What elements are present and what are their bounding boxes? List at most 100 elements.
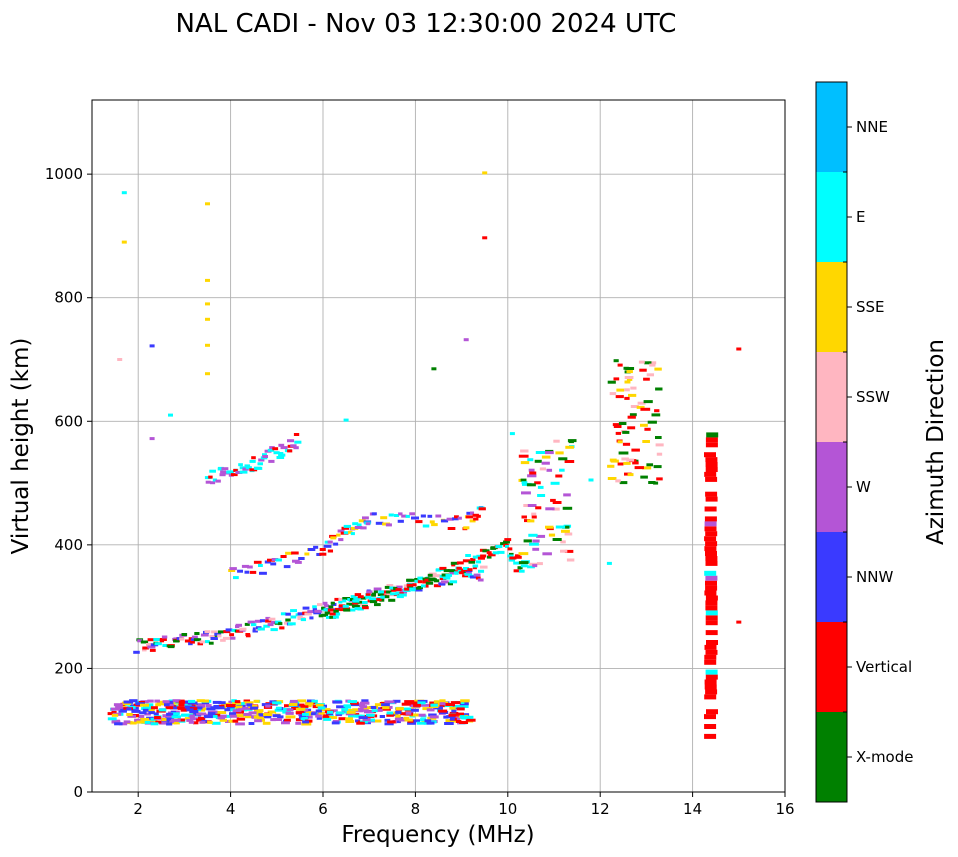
- colorbar-label: Azimuth Direction: [923, 339, 949, 545]
- echo-point: [318, 614, 323, 618]
- echo-point: [149, 648, 156, 652]
- echo-point: [606, 561, 612, 565]
- echo-point: [380, 592, 387, 596]
- echo-point: [249, 459, 256, 463]
- echo-point: [298, 557, 305, 560]
- echo-point: [127, 714, 136, 718]
- echo-point: [231, 699, 237, 703]
- echo-point: [217, 630, 224, 634]
- echo-point: [439, 702, 446, 706]
- echo-point: [478, 507, 486, 511]
- echo-point: [126, 707, 132, 711]
- echo-point: [453, 571, 459, 575]
- colorbar-swatch: [816, 262, 847, 352]
- echo-point: [242, 706, 252, 710]
- echo-point: [705, 580, 717, 586]
- echo-point: [188, 699, 196, 703]
- echo-point: [418, 713, 426, 717]
- echo-point: [237, 569, 244, 573]
- echo-point: [465, 515, 474, 519]
- echo-point: [518, 561, 529, 565]
- echo-point: [352, 708, 360, 712]
- echo-point: [705, 585, 718, 591]
- echo-point: [137, 639, 143, 643]
- echo-point: [211, 630, 218, 634]
- echo-point: [321, 606, 326, 610]
- echo-point: [225, 628, 233, 632]
- echo-point: [527, 474, 537, 478]
- echo-point: [445, 703, 455, 706]
- echo-point: [205, 480, 211, 484]
- echo-point: [208, 641, 214, 645]
- echo-point: [705, 560, 718, 566]
- echo-point: [149, 437, 155, 441]
- echo-point: [312, 608, 317, 612]
- echo-point: [422, 580, 429, 584]
- echo-point: [537, 485, 544, 489]
- echo-point: [265, 616, 271, 620]
- echo-point: [374, 603, 381, 607]
- echo-point: [417, 576, 424, 580]
- echo-point: [177, 706, 185, 710]
- echo-point: [450, 719, 459, 723]
- echo-point: [221, 467, 229, 471]
- echo-point: [618, 451, 629, 455]
- echo-point: [204, 630, 211, 634]
- echo-point: [704, 654, 717, 660]
- echo-point: [241, 564, 249, 568]
- echo-point: [390, 588, 398, 592]
- echo-point: [407, 721, 417, 725]
- echo-point: [182, 700, 189, 704]
- echo-point: [272, 447, 279, 451]
- echo-point: [422, 524, 430, 528]
- echo-point: [521, 481, 528, 485]
- echo-point: [357, 600, 363, 604]
- echo-point: [486, 551, 492, 555]
- echo-point: [150, 717, 157, 721]
- echo-point: [562, 525, 570, 529]
- echo-point: [377, 593, 384, 597]
- echo-point: [704, 659, 717, 665]
- echo-point: [254, 466, 263, 470]
- echo-point: [130, 704, 136, 708]
- echo-point: [159, 638, 167, 641]
- echo-point: [404, 700, 415, 704]
- echo-point: [284, 704, 291, 708]
- echo-point: [401, 514, 407, 518]
- echo-point: [379, 715, 385, 718]
- colorbar-frame: [815, 81, 848, 803]
- echo-point: [390, 592, 398, 596]
- echo-point: [456, 707, 465, 711]
- echo-point: [546, 468, 553, 472]
- echo-point: [624, 388, 630, 392]
- echo-point: [305, 704, 312, 708]
- echo-point: [437, 704, 446, 708]
- echo-point: [435, 568, 442, 572]
- echo-point: [382, 590, 390, 594]
- x-tick-label: 2: [133, 800, 143, 818]
- echo-point: [191, 635, 198, 639]
- y-tick-label: 200: [54, 659, 83, 677]
- echo-point: [447, 527, 456, 530]
- echo-point: [415, 588, 423, 592]
- echo-point: [250, 706, 258, 710]
- echo-point: [624, 376, 634, 379]
- echo-point: [217, 716, 226, 720]
- echo-point: [704, 516, 717, 522]
- echo-point: [415, 520, 423, 524]
- echo-point: [350, 701, 359, 705]
- echo-point: [247, 565, 253, 569]
- echo-point: [227, 470, 234, 474]
- echo-point: [613, 377, 620, 381]
- echo-point: [646, 463, 654, 467]
- echo-point: [705, 462, 718, 467]
- echo-point: [503, 540, 510, 544]
- echo-point: [342, 597, 351, 600]
- echo-point: [198, 716, 206, 720]
- echo-point: [550, 481, 560, 485]
- echo-point: [482, 236, 488, 240]
- echo-point: [154, 716, 161, 719]
- y-tick-label: 800: [54, 289, 83, 307]
- echo-point: [201, 701, 210, 705]
- echo-point: [235, 722, 245, 726]
